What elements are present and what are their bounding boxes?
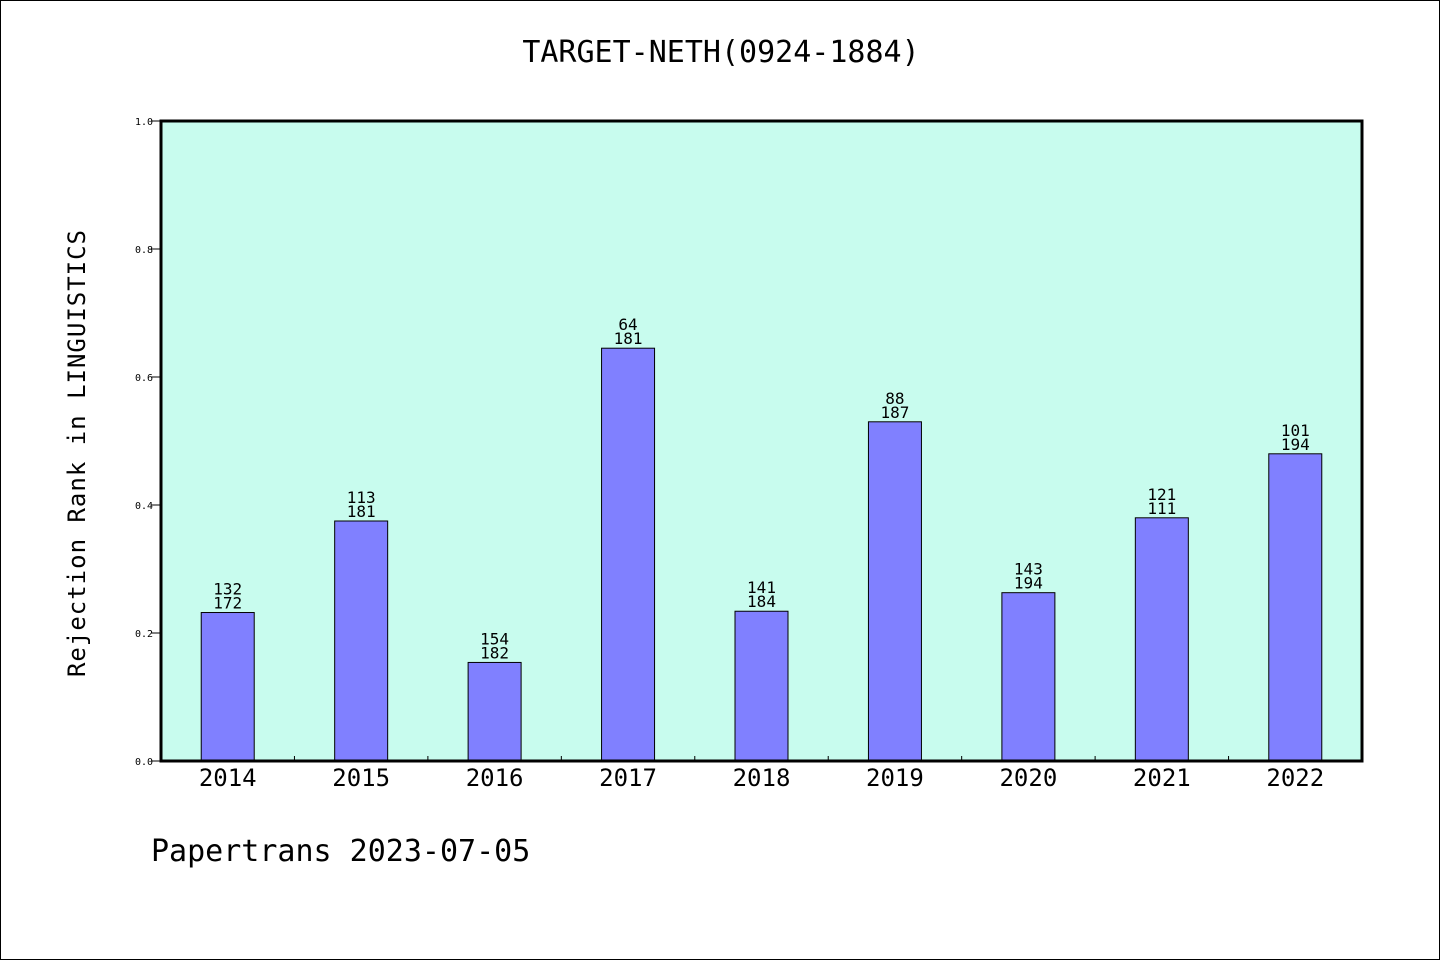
bar <box>467 661 522 762</box>
bar-label-top: 101 <box>1281 421 1310 440</box>
bar <box>1134 517 1189 762</box>
bar-label-bottom: 187 <box>880 403 909 422</box>
bar-label-bottom: 182 <box>480 643 509 662</box>
x-tick-label: 2017 <box>599 764 657 792</box>
y-tick-label: 0.4 <box>135 501 153 512</box>
bar <box>1001 592 1056 762</box>
bar-label-top: 143 <box>1014 560 1043 579</box>
x-tick-label: 2015 <box>332 764 390 792</box>
bar-label-top: 154 <box>480 629 509 648</box>
bar-label-top: 88 <box>885 389 904 408</box>
bar <box>601 347 656 762</box>
bar-label-bottom: 184 <box>747 592 776 611</box>
bar-label-bottom: 181 <box>347 502 376 521</box>
bar <box>200 612 255 762</box>
y-tick-label: 1.0 <box>135 117 153 128</box>
bar-label-top: 113 <box>347 488 376 507</box>
x-tick-label: 2014 <box>199 764 257 792</box>
y-tick-label: 0.8 <box>135 245 153 256</box>
bar-label-bottom: 111 <box>1147 499 1176 518</box>
bar-label-top: 132 <box>213 580 242 599</box>
bar-label-top: 121 <box>1147 485 1176 504</box>
x-tick-label: 2016 <box>466 764 524 792</box>
x-tick-label: 2021 <box>1133 764 1191 792</box>
bar-label-bottom: 194 <box>1281 435 1310 454</box>
footer-credit: Papertrans 2023-07-05 <box>151 834 531 869</box>
bar-label-bottom: 194 <box>1014 574 1043 593</box>
bar-label-bottom: 181 <box>614 329 643 348</box>
plot-border <box>159 119 1364 763</box>
bar <box>867 421 922 762</box>
bar-label-bottom: 172 <box>213 594 242 613</box>
bar <box>1268 453 1323 762</box>
chart-title: TARGET-NETH(0924-1884) <box>522 35 920 70</box>
bar-label-top: 64 <box>618 315 637 334</box>
bar-label-top: 141 <box>747 578 776 597</box>
y-tick-label: 0.2 <box>135 629 153 640</box>
y-tick-label: 0.6 <box>135 373 153 384</box>
x-tick-label: 2022 <box>1266 764 1324 792</box>
x-tick-label: 2020 <box>999 764 1057 792</box>
x-tick-label: 2019 <box>866 764 924 792</box>
x-tick-label: 2018 <box>733 764 791 792</box>
bar <box>334 520 389 762</box>
bar <box>734 610 789 762</box>
y-tick-label: 0.0 <box>135 757 153 768</box>
